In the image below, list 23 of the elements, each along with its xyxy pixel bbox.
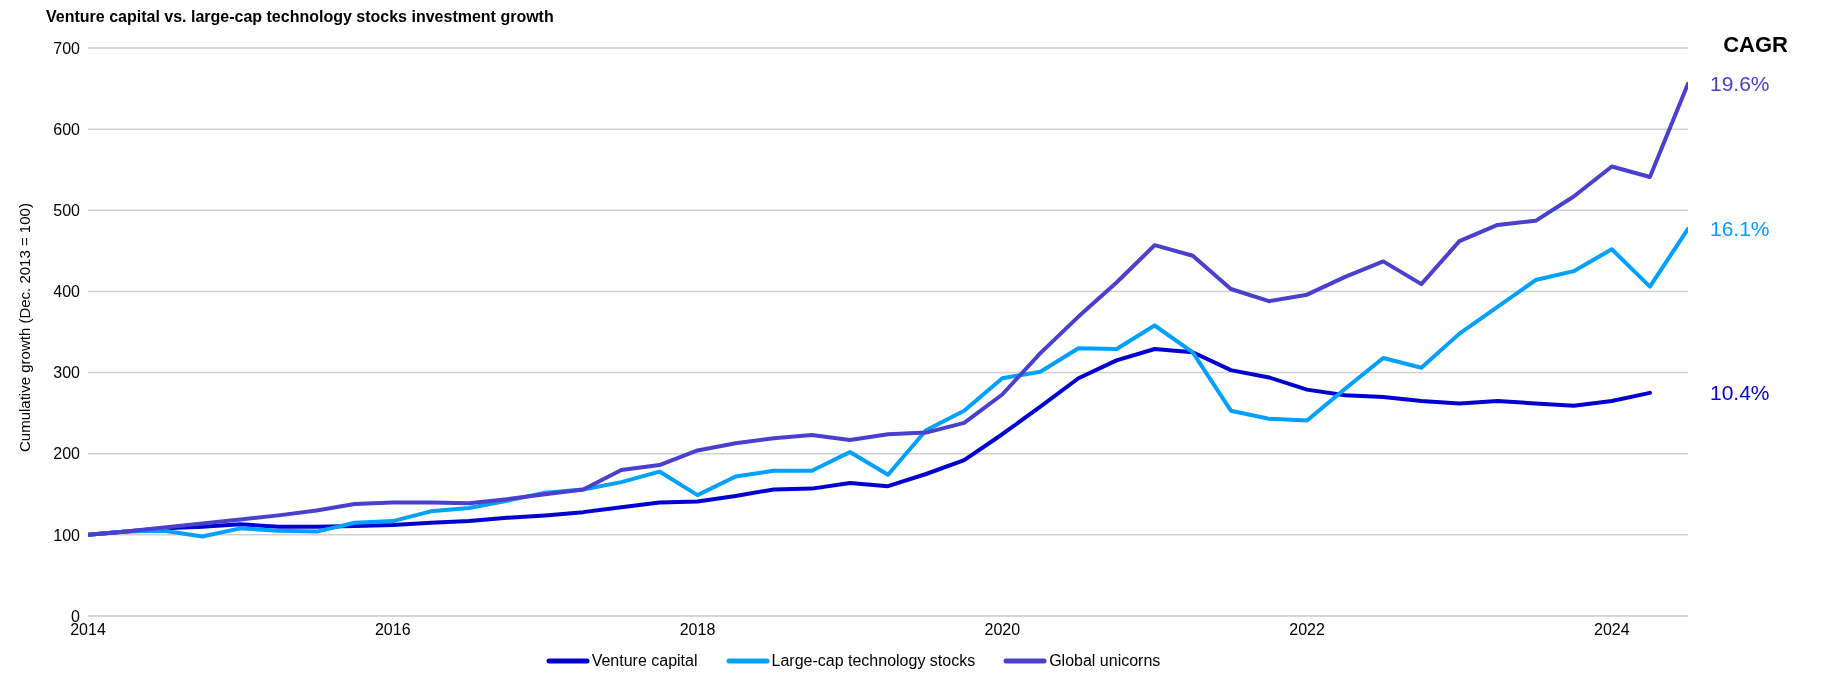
y-tick-label: 600 [53,120,81,138]
x-tick-label: 2018 [679,621,716,639]
x-tick-label: 2024 [1594,621,1630,639]
y-axis-title: Cumulative growth (Dec. 2013 = 100) [16,203,34,452]
text: 16.1% [1710,217,1770,241]
legend-label: Venture capital [590,652,698,670]
text: 10.4% [1710,381,1770,405]
y-tick-label: 100 [53,526,81,544]
chart-title: Venture capital vs. large-cap technology stocks investment growth [46,8,555,27]
x-tick-label: 2022 [1289,621,1325,639]
x-tick-label: 2014 [70,621,106,639]
y-tick-label: 300 [53,364,81,382]
y-tick-label: 400 [53,283,81,301]
line-series [88,81,1688,537]
y-tick-label: 500 [53,201,81,219]
y-tick-label: 700 [53,39,81,57]
x-tick-label: 2020 [984,621,1021,639]
text: CAGR [1723,32,1788,58]
y-tick-label: 200 [53,445,81,463]
legend-label: Global unicorns [1048,652,1161,670]
legend-label: Large-cap technology stocks [770,652,976,670]
text: 19.6% [1710,72,1770,96]
x-tick-label: 2016 [374,621,411,639]
